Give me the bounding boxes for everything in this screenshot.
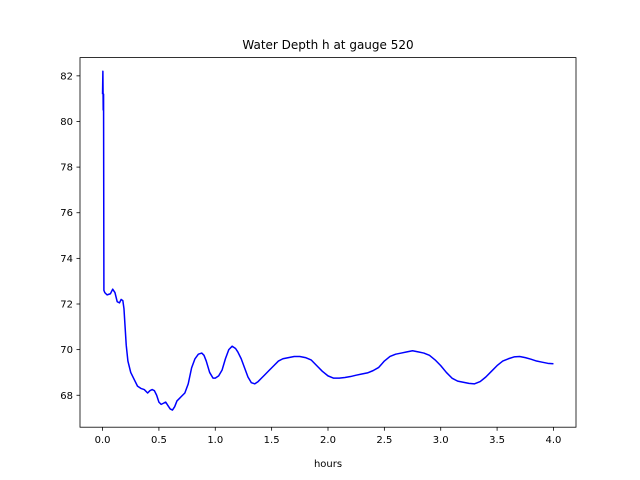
- x-tick-label: 0.5: [151, 435, 167, 446]
- x-tick-label: 0.0: [95, 435, 111, 446]
- x-tick-label: 1.0: [207, 435, 223, 446]
- axes-frame: [79, 57, 577, 428]
- y-tick-label: 78: [60, 163, 73, 174]
- y-tick-label: 72: [60, 300, 73, 311]
- y-tick-label: 68: [60, 391, 73, 402]
- y-tick-label: 70: [60, 345, 73, 356]
- x-axis-ticks: 0.0 0.5 1.0 1.5 2.0 2.5 3.0 3.5 4.0: [95, 427, 562, 446]
- y-tick-label: 74: [60, 254, 73, 265]
- chart-title: Water Depth h at gauge 520: [242, 38, 413, 52]
- y-tick-label: 82: [60, 71, 73, 82]
- x-tick-label: 3.5: [489, 435, 505, 446]
- x-tick-label: 1.5: [264, 435, 280, 446]
- plot-area: [80, 57, 576, 428]
- x-tick-label: 3.0: [433, 435, 449, 446]
- x-axis-label: hours: [314, 459, 342, 470]
- y-axis-ticks: 68 70 72 74 76 78 80 82: [60, 71, 80, 402]
- x-tick-label: 2.0: [320, 435, 336, 446]
- water-depth-line: [101, 70, 554, 411]
- x-tick-label: 4.0: [546, 435, 562, 446]
- y-tick-label: 80: [60, 117, 73, 128]
- y-tick-label: 76: [60, 208, 73, 219]
- x-tick-label: 2.5: [376, 435, 392, 446]
